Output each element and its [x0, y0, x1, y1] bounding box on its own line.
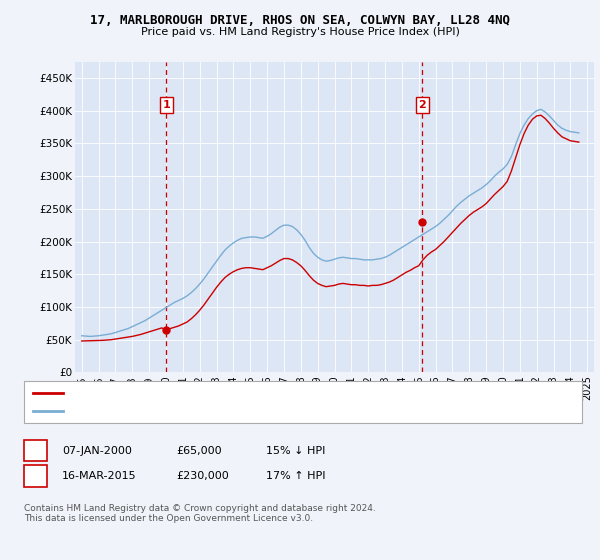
Text: 07-JAN-2000: 07-JAN-2000 [62, 446, 131, 456]
Text: HPI: Average price, detached house, Conwy: HPI: Average price, detached house, Conw… [69, 406, 283, 416]
Text: 16-MAR-2015: 16-MAR-2015 [62, 471, 136, 481]
Text: Contains HM Land Registry data © Crown copyright and database right 2024.
This d: Contains HM Land Registry data © Crown c… [24, 504, 376, 524]
Text: 2: 2 [418, 100, 426, 110]
Text: £65,000: £65,000 [176, 446, 221, 456]
Text: 17, MARLBOROUGH DRIVE, RHOS ON SEA, COLWYN BAY, LL28 4NQ (detached house): 17, MARLBOROUGH DRIVE, RHOS ON SEA, COLW… [69, 388, 486, 398]
Text: Price paid vs. HM Land Registry's House Price Index (HPI): Price paid vs. HM Land Registry's House … [140, 27, 460, 37]
Text: 1: 1 [163, 100, 170, 110]
Text: 15% ↓ HPI: 15% ↓ HPI [266, 446, 325, 456]
Text: £230,000: £230,000 [176, 471, 229, 481]
Text: 2: 2 [32, 471, 39, 481]
Text: 1: 1 [32, 446, 39, 456]
Text: 17% ↑ HPI: 17% ↑ HPI [266, 471, 325, 481]
Text: 17, MARLBOROUGH DRIVE, RHOS ON SEA, COLWYN BAY, LL28 4NQ: 17, MARLBOROUGH DRIVE, RHOS ON SEA, COLW… [90, 14, 510, 27]
